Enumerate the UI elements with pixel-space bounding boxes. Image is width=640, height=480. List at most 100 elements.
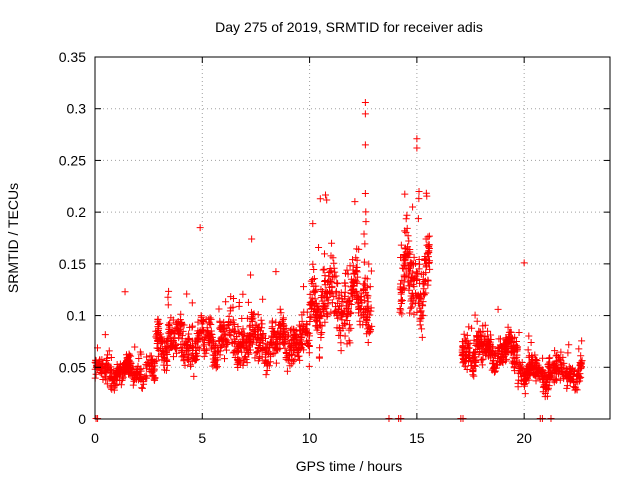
data-point <box>468 362 476 370</box>
data-point <box>107 384 115 392</box>
data-point <box>142 372 150 380</box>
data-point <box>424 250 432 258</box>
data-point <box>277 333 285 341</box>
data-point <box>305 362 313 370</box>
data-point <box>190 372 198 380</box>
data-point <box>461 357 469 365</box>
data-point <box>177 340 185 348</box>
data-point <box>200 317 208 325</box>
data-point <box>206 319 214 327</box>
data-point <box>321 318 329 326</box>
y-tick-label: 0.1 <box>67 308 87 324</box>
x-tick-label: 20 <box>516 430 532 446</box>
data-point <box>178 318 186 326</box>
data-point <box>262 371 270 379</box>
data-point <box>544 362 552 370</box>
data-point <box>98 366 106 374</box>
data-point <box>151 357 159 365</box>
data-point <box>104 361 112 369</box>
data-point <box>545 355 553 363</box>
data-point <box>357 293 365 301</box>
data-point <box>248 340 256 348</box>
data-point <box>262 334 270 342</box>
data-point <box>265 349 273 357</box>
data-point <box>313 318 321 326</box>
data-point <box>410 310 418 318</box>
data-point <box>300 283 308 291</box>
data-point <box>210 355 218 363</box>
data-point <box>331 308 339 316</box>
data-point <box>293 346 301 354</box>
data-point <box>566 378 574 386</box>
data-point <box>478 356 486 364</box>
data-point <box>347 324 355 332</box>
data-point <box>249 323 257 331</box>
data-point <box>101 331 109 339</box>
data-point <box>516 366 524 374</box>
data-point <box>234 355 242 363</box>
data-point <box>412 268 420 276</box>
data-point <box>417 314 425 322</box>
data-point <box>397 288 405 296</box>
data-point <box>332 287 340 295</box>
data-point <box>272 331 280 339</box>
data-point <box>520 259 528 267</box>
data-point <box>415 187 423 195</box>
data-point <box>283 350 291 358</box>
data-point <box>545 363 553 371</box>
data-point <box>234 323 242 331</box>
data-point <box>276 327 284 335</box>
data-point <box>169 337 177 345</box>
data-point <box>397 296 405 304</box>
data-point <box>194 334 202 342</box>
data-point <box>92 370 100 378</box>
data-point <box>467 358 475 366</box>
data-point <box>229 319 237 327</box>
data-point <box>201 345 209 353</box>
data-point <box>279 338 287 346</box>
data-point <box>283 367 291 375</box>
data-point <box>468 324 476 332</box>
data-point <box>244 331 252 339</box>
data-point <box>541 393 549 401</box>
data-point <box>425 259 433 267</box>
data-point <box>343 317 351 325</box>
x-tick-label: 15 <box>409 430 425 446</box>
data-point <box>212 349 220 357</box>
data-point <box>350 269 358 277</box>
data-point <box>363 302 371 310</box>
data-point <box>364 338 372 346</box>
data-point <box>473 342 481 350</box>
data-point <box>125 368 133 376</box>
data-point <box>470 336 478 344</box>
data-point <box>164 321 172 329</box>
data-point <box>207 320 215 328</box>
data-point <box>217 343 225 351</box>
data-point <box>424 276 432 284</box>
data-point <box>253 348 261 356</box>
data-point <box>551 347 559 355</box>
data-point <box>486 351 494 359</box>
data-point <box>398 310 406 318</box>
data-point <box>404 265 412 273</box>
data-point <box>572 385 580 393</box>
data-point <box>187 362 195 370</box>
data-point <box>469 367 477 375</box>
data-point <box>487 331 495 339</box>
data-point <box>522 368 530 376</box>
data-point <box>575 345 583 353</box>
data-point <box>337 347 345 355</box>
data-point <box>330 259 338 267</box>
data-point <box>99 359 107 367</box>
data-point <box>487 336 495 344</box>
data-point <box>400 271 408 279</box>
data-point <box>484 327 492 335</box>
data-point <box>339 322 347 330</box>
data-point <box>289 347 297 355</box>
data-point <box>178 343 186 351</box>
data-point <box>312 311 320 319</box>
data-point <box>179 352 187 360</box>
data-point <box>202 331 210 339</box>
plot-frame <box>94 56 611 420</box>
data-point <box>257 316 265 324</box>
